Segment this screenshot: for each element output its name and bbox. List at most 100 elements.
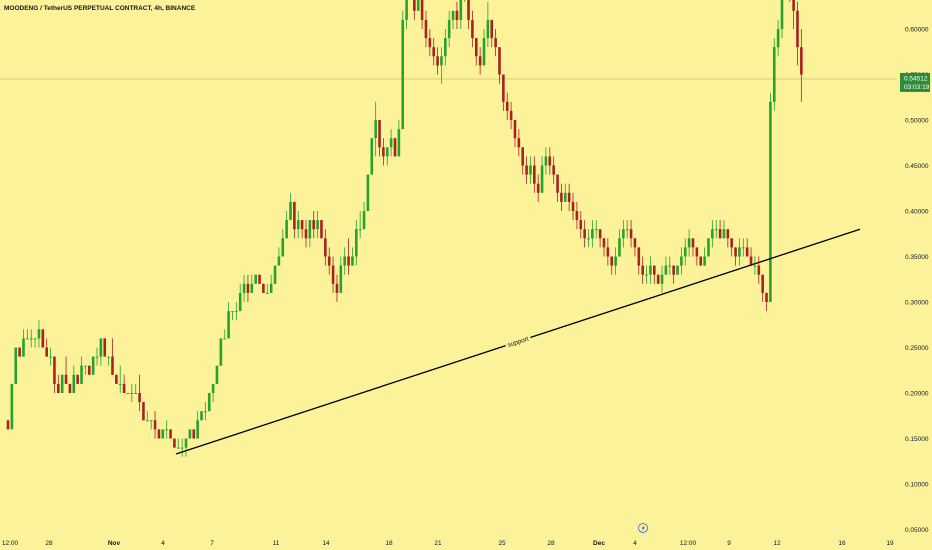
y-tick-label: 0.25000 bbox=[905, 345, 929, 352]
candle bbox=[614, 247, 617, 275]
candle-body bbox=[606, 247, 610, 257]
candle-body bbox=[320, 220, 323, 239]
candle bbox=[521, 147, 525, 175]
candle bbox=[33, 338, 37, 348]
candle bbox=[285, 211, 288, 239]
candle-body bbox=[300, 220, 304, 230]
x-tick-label: 12:00 bbox=[680, 540, 697, 547]
candle bbox=[180, 438, 184, 457]
candle bbox=[316, 211, 319, 239]
candle bbox=[606, 238, 610, 266]
candle bbox=[84, 365, 87, 375]
candle bbox=[556, 174, 559, 202]
candle-body bbox=[467, 0, 470, 20]
candle bbox=[672, 265, 675, 284]
candle-body bbox=[142, 402, 145, 421]
candle bbox=[718, 220, 722, 239]
candle bbox=[602, 238, 606, 257]
x-tick-label: 12:00 bbox=[2, 540, 19, 547]
candle-body bbox=[552, 165, 555, 175]
candle-body bbox=[366, 174, 370, 211]
candle bbox=[49, 347, 52, 366]
candle-body bbox=[324, 238, 327, 257]
candle-body bbox=[227, 311, 230, 339]
candle bbox=[149, 420, 153, 430]
candle-body bbox=[625, 229, 629, 231]
candle-body bbox=[130, 393, 134, 394]
candle-body bbox=[57, 383, 60, 393]
candle-body bbox=[115, 374, 118, 384]
candle-body bbox=[14, 347, 18, 384]
flash-icon[interactable] bbox=[638, 523, 648, 533]
candle-body bbox=[107, 356, 110, 358]
candle bbox=[115, 374, 118, 384]
candle-body bbox=[482, 38, 486, 66]
candle-body bbox=[544, 156, 548, 166]
candle-body bbox=[6, 420, 10, 430]
x-tick-label: Dec bbox=[593, 540, 605, 547]
y-tick-label: 0.15000 bbox=[905, 436, 929, 443]
candle-body bbox=[235, 311, 238, 313]
candle bbox=[231, 311, 234, 321]
candle bbox=[699, 256, 703, 266]
time-axis[interactable]: 12:00 28 Nov 4 7 11 14 18 21 25 28 Dec 4 12:00 9 12 16 19 bbox=[2, 540, 894, 547]
candle bbox=[683, 238, 687, 266]
candle-body bbox=[99, 338, 103, 357]
candle-body bbox=[780, 0, 784, 29]
candle bbox=[424, 10, 428, 48]
candle-body bbox=[416, 0, 420, 11]
candle-body bbox=[401, 19, 405, 130]
candle-body bbox=[331, 265, 335, 284]
candle-body bbox=[703, 256, 706, 266]
candle-body bbox=[563, 192, 567, 202]
candle-body bbox=[273, 265, 277, 284]
current-price-label: 0.54512 bbox=[904, 75, 928, 82]
candle-body bbox=[343, 256, 346, 266]
x-tick-label: 25 bbox=[498, 540, 506, 547]
candle bbox=[652, 265, 656, 284]
candle-body bbox=[180, 447, 184, 449]
price-axis[interactable]: 0.05000 0.10000 0.15000 0.20000 0.25000 0.300… bbox=[900, 0, 930, 534]
candle bbox=[471, 10, 474, 48]
candle-body bbox=[591, 229, 594, 239]
x-tick-label: 19 bbox=[886, 540, 894, 547]
candle-body bbox=[211, 383, 215, 393]
candle bbox=[211, 383, 215, 403]
candle-body bbox=[680, 256, 683, 266]
y-tick-label: 0.60000 bbox=[905, 26, 929, 33]
candle-body bbox=[72, 374, 76, 393]
candle-body bbox=[525, 165, 528, 175]
candle bbox=[192, 429, 196, 439]
candle bbox=[238, 283, 242, 312]
candle-body bbox=[118, 383, 122, 385]
candle-body bbox=[265, 292, 269, 294]
candle bbox=[560, 183, 563, 211]
candle bbox=[664, 256, 668, 275]
candle-body bbox=[649, 265, 652, 275]
candle-body bbox=[432, 47, 435, 57]
candle-body bbox=[413, 0, 416, 11]
candle bbox=[10, 383, 14, 430]
candle-body bbox=[219, 338, 223, 366]
candle-body bbox=[660, 274, 664, 284]
candle-body bbox=[138, 393, 141, 403]
candle bbox=[304, 220, 308, 248]
candle bbox=[161, 429, 165, 439]
candle-body bbox=[633, 238, 637, 248]
candle-body bbox=[169, 429, 172, 439]
candle-body bbox=[207, 393, 211, 412]
candle bbox=[594, 220, 598, 239]
candle bbox=[235, 302, 238, 321]
candle bbox=[308, 220, 312, 248]
candle bbox=[649, 256, 652, 284]
candle-body bbox=[192, 429, 196, 439]
candle bbox=[598, 229, 602, 248]
candle-body bbox=[18, 347, 21, 357]
candle-body bbox=[312, 220, 316, 230]
x-tick-label: 28 bbox=[547, 540, 555, 547]
candle bbox=[575, 201, 579, 230]
candle-body bbox=[769, 101, 772, 302]
candle bbox=[26, 329, 29, 340]
candle bbox=[637, 247, 641, 275]
